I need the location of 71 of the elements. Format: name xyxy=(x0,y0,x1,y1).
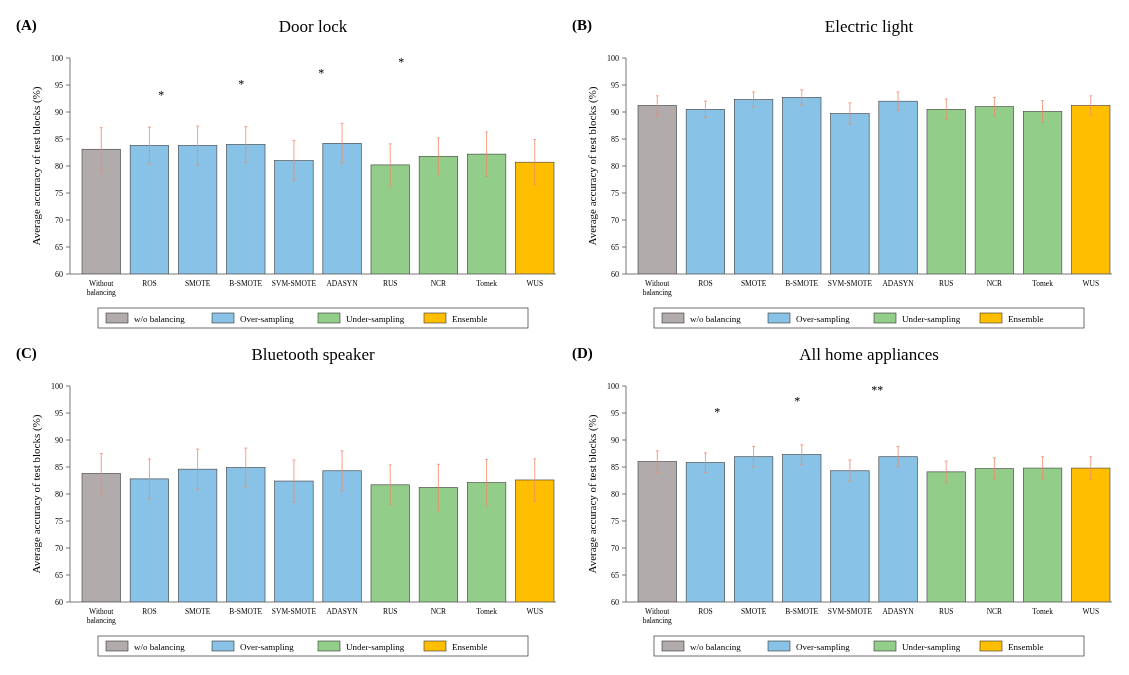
y-tick-label: 75 xyxy=(611,188,619,198)
y-axis-title: Average accuracy of test blocks (%) xyxy=(586,86,599,246)
legend-label: Under-sampling xyxy=(346,641,405,652)
y-tick-label: 95 xyxy=(611,80,619,90)
annotation: * xyxy=(398,55,405,69)
legend-label: w/o balancing xyxy=(134,313,186,324)
y-tick-label: 60 xyxy=(611,269,619,279)
y-axis-title: Average accuracy of test blocks (%) xyxy=(30,86,43,246)
legend-label: Ensemble xyxy=(452,313,488,324)
chart-title: Door lock xyxy=(278,17,348,36)
annotation: * xyxy=(318,66,325,80)
y-tick-label: 65 xyxy=(611,242,619,252)
legend-label: Ensemble xyxy=(452,641,488,652)
y-tick-label: 90 xyxy=(611,107,619,117)
legend-label: Over-sampling xyxy=(796,313,851,324)
y-tick-label: 90 xyxy=(611,435,619,445)
y-tick-label: 70 xyxy=(55,543,63,553)
y-tick-label: 85 xyxy=(55,134,63,144)
y-tick-label: 95 xyxy=(55,80,63,90)
y-tick-label: 85 xyxy=(611,462,619,472)
legend-label: Ensemble xyxy=(1008,641,1044,652)
y-tick-label: 90 xyxy=(55,435,63,445)
chart-title: All home appliances xyxy=(799,345,939,364)
legend-label: w/o balancing xyxy=(690,313,742,324)
y-tick-label: 80 xyxy=(611,489,619,499)
y-tick-label: 65 xyxy=(55,242,63,252)
text: (A) xyxy=(16,17,37,34)
y-tick-label: 70 xyxy=(611,543,619,553)
y-tick-label: 60 xyxy=(55,269,63,279)
y-tick-label: 60 xyxy=(611,597,619,607)
annotation: * xyxy=(714,405,721,419)
legend-label: Ensemble xyxy=(1008,313,1044,324)
y-tick-label: 90 xyxy=(55,107,63,117)
y-tick-label: 75 xyxy=(55,188,63,198)
y-tick-label: 85 xyxy=(55,462,63,472)
y-tick-label: 100 xyxy=(51,53,63,63)
legend-label: Over-sampling xyxy=(796,641,851,652)
annotation: * xyxy=(794,394,801,408)
y-tick-label: 65 xyxy=(55,570,63,580)
y-tick-label: 75 xyxy=(611,516,619,526)
y-tick-label: 65 xyxy=(611,570,619,580)
legend-label: w/o balancing xyxy=(134,641,186,652)
text: (D) xyxy=(572,345,593,362)
chart-title: Bluetooth speaker xyxy=(251,345,375,364)
text: (B) xyxy=(572,17,592,34)
y-tick-label: 70 xyxy=(55,215,63,225)
legend-label: Over-sampling xyxy=(240,313,295,324)
legend-label: Over-sampling xyxy=(240,641,295,652)
y-tick-label: 100 xyxy=(607,53,619,63)
annotation: ** xyxy=(871,383,884,397)
y-tick-label: 70 xyxy=(611,215,619,225)
y-tick-label: 95 xyxy=(611,408,619,418)
y-tick-label: 80 xyxy=(55,161,63,171)
legend-label: Under-sampling xyxy=(902,313,961,324)
legend-label: Under-sampling xyxy=(346,313,405,324)
annotation: * xyxy=(238,77,245,91)
y-tick-label: 60 xyxy=(55,597,63,607)
y-tick-label: 85 xyxy=(611,134,619,144)
y-tick-label: 100 xyxy=(607,381,619,391)
y-tick-label: 95 xyxy=(55,408,63,418)
y-tick-label: 80 xyxy=(55,489,63,499)
y-tick-label: 100 xyxy=(51,381,63,391)
y-tick-label: 80 xyxy=(611,161,619,171)
legend-label: Under-sampling xyxy=(902,641,961,652)
legend-label: w/o balancing xyxy=(690,641,742,652)
y-axis-title: Average accuracy of test blocks (%) xyxy=(586,414,599,574)
y-axis-title: Average accuracy of test blocks (%) xyxy=(30,414,43,574)
y-tick-label: 75 xyxy=(55,516,63,526)
chart-title: Electric light xyxy=(824,17,914,36)
text: (C) xyxy=(16,345,37,362)
annotation: * xyxy=(158,88,165,102)
